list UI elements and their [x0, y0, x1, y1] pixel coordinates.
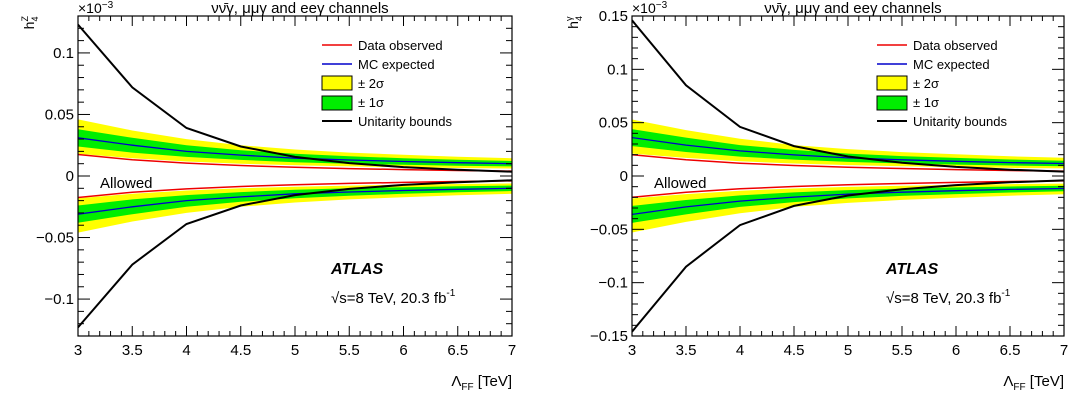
x-tick-label: 6.5	[1000, 342, 1021, 359]
legend-label-band1: ± 1σ	[913, 95, 939, 110]
x-tick-label: 6	[399, 342, 407, 359]
y-tick-label: 0.1	[607, 61, 628, 78]
legend-label-unitarity: Unitarity bounds	[913, 114, 1007, 129]
y-tick-label: −0.1	[44, 291, 74, 308]
exponent-label: ×10−3	[632, 0, 668, 16]
x-tick-label: 5.5	[892, 342, 913, 359]
y-tick-label: 0	[66, 168, 74, 185]
x-tick-label: 6	[952, 342, 960, 359]
series-expected-lower	[632, 187, 1064, 216]
x-tick-label: 6.5	[447, 342, 468, 359]
series-expected-upper	[78, 137, 512, 165]
y-ticks: −0.15 −0.1 −0.05 0 0.05 0.1 0.15	[590, 8, 1064, 345]
chart-panel-h4gamma: 3 3.5 4 4.5 5 5.5 6 6.5 7 −0.15 −0.1 −0.05 0 0.05 0.1…	[564, 0, 1068, 393]
x-tick-label: 4	[736, 342, 744, 359]
x-ticks: 3 3.5 4 4.5 5 5.5 6 6.5 7	[628, 16, 1068, 359]
x-tick-label: 7	[508, 342, 516, 359]
legend: Data observed MC expected ± 2σ ± 1σ Unit…	[876, 38, 1007, 129]
x-tick-label: 5	[291, 342, 299, 359]
legend-label-band2: ± 2σ	[913, 76, 939, 91]
energy-lumi-label: √s=8 TeV, 20.3 fb-1	[886, 288, 1011, 307]
y-tick-label: 0.15	[599, 8, 628, 25]
series-unitarity-upper	[78, 23, 512, 173]
legend-label-expected: MC expected	[913, 57, 990, 72]
y-ticks: −0.1 −0.05 0 0.05 0.1	[36, 15, 512, 337]
y-axis-label: h4γ	[564, 16, 584, 29]
legend-swatch-band2	[876, 75, 908, 91]
legend-label-observed: Data observed	[913, 38, 998, 53]
y-tick-label: 0.05	[45, 106, 74, 123]
series-unitarity-upper	[632, 19, 1064, 173]
y-tick-label: −0.05	[590, 221, 628, 238]
x-tick-label: 4.5	[230, 342, 251, 359]
allowed-label: Allowed	[654, 175, 707, 192]
chart-title: νν̄γ, μμγ and eeγ channels	[764, 0, 941, 17]
x-tick-label: 5	[844, 342, 852, 359]
atlas-label: ATLAS	[885, 261, 938, 278]
chart-title: νν̄γ, μμγ and eeγ channels	[211, 0, 388, 17]
x-axis-label: ΛFF [TeV]	[451, 373, 512, 393]
x-tick-label: 3.5	[122, 342, 143, 359]
chart-panel-h4z: 3 3.5 4 4.5 5 5.5 6 6.5 7 −0.1 −0.05 0 0.05 0.1 νν̄γ…	[20, 0, 516, 393]
y-tick-label: −0.1	[598, 275, 628, 292]
series-observed-upper	[632, 153, 1064, 172]
series-unitarity-lower	[78, 179, 512, 329]
y-axis-label: h4Z	[20, 16, 40, 30]
series-observed-lower	[78, 180, 512, 199]
series-expected-lower	[78, 187, 512, 215]
series-unitarity-lower	[632, 179, 1064, 333]
svg-text:h4γ: h4γ	[564, 16, 584, 29]
svg-text:h4Z: h4Z	[20, 16, 40, 30]
x-axis-label: ΛFF [TeV]	[1003, 373, 1064, 393]
legend-label-expected: MC expected	[358, 57, 435, 72]
x-ticks: 3 3.5 4 4.5 5 5.5 6 6.5 7	[74, 16, 516, 359]
energy-lumi-label: √s=8 TeV, 20.3 fb-1	[331, 288, 456, 307]
x-tick-label: 3	[628, 342, 636, 359]
legend-swatch-band1	[876, 95, 908, 111]
allowed-label: Allowed	[100, 175, 153, 192]
series-expected-upper	[632, 136, 1064, 165]
lines-layer	[632, 19, 1064, 333]
series-observed-upper	[78, 153, 512, 172]
legend-swatch-band1	[321, 95, 353, 111]
legend-label-observed: Data observed	[358, 38, 443, 53]
series-observed-lower	[632, 180, 1064, 199]
x-tick-label: 3.5	[676, 342, 697, 359]
lines-layer	[78, 23, 512, 329]
legend-label-band1: ± 1σ	[358, 95, 384, 110]
y-tick-label: −0.15	[590, 328, 628, 345]
x-tick-label: 5.5	[339, 342, 360, 359]
legend-swatch-band2	[321, 75, 353, 91]
y-tick-label: 0.1	[53, 45, 74, 62]
legend: Data observed MC expected ± 2σ ± 1σ Unit…	[321, 38, 452, 129]
legend-label-unitarity: Unitarity bounds	[358, 114, 452, 129]
x-tick-label: 4	[182, 342, 190, 359]
y-tick-label: 0	[620, 168, 628, 185]
x-tick-label: 4.5	[784, 342, 805, 359]
x-tick-label: 3	[74, 342, 82, 359]
y-tick-label: −0.05	[36, 230, 74, 247]
y-tick-label: 0.05	[599, 115, 628, 132]
legend-label-band2: ± 2σ	[358, 76, 384, 91]
x-tick-label: 7	[1060, 342, 1068, 359]
exponent-label: ×10−3	[78, 0, 114, 16]
atlas-label: ATLAS	[330, 261, 383, 278]
